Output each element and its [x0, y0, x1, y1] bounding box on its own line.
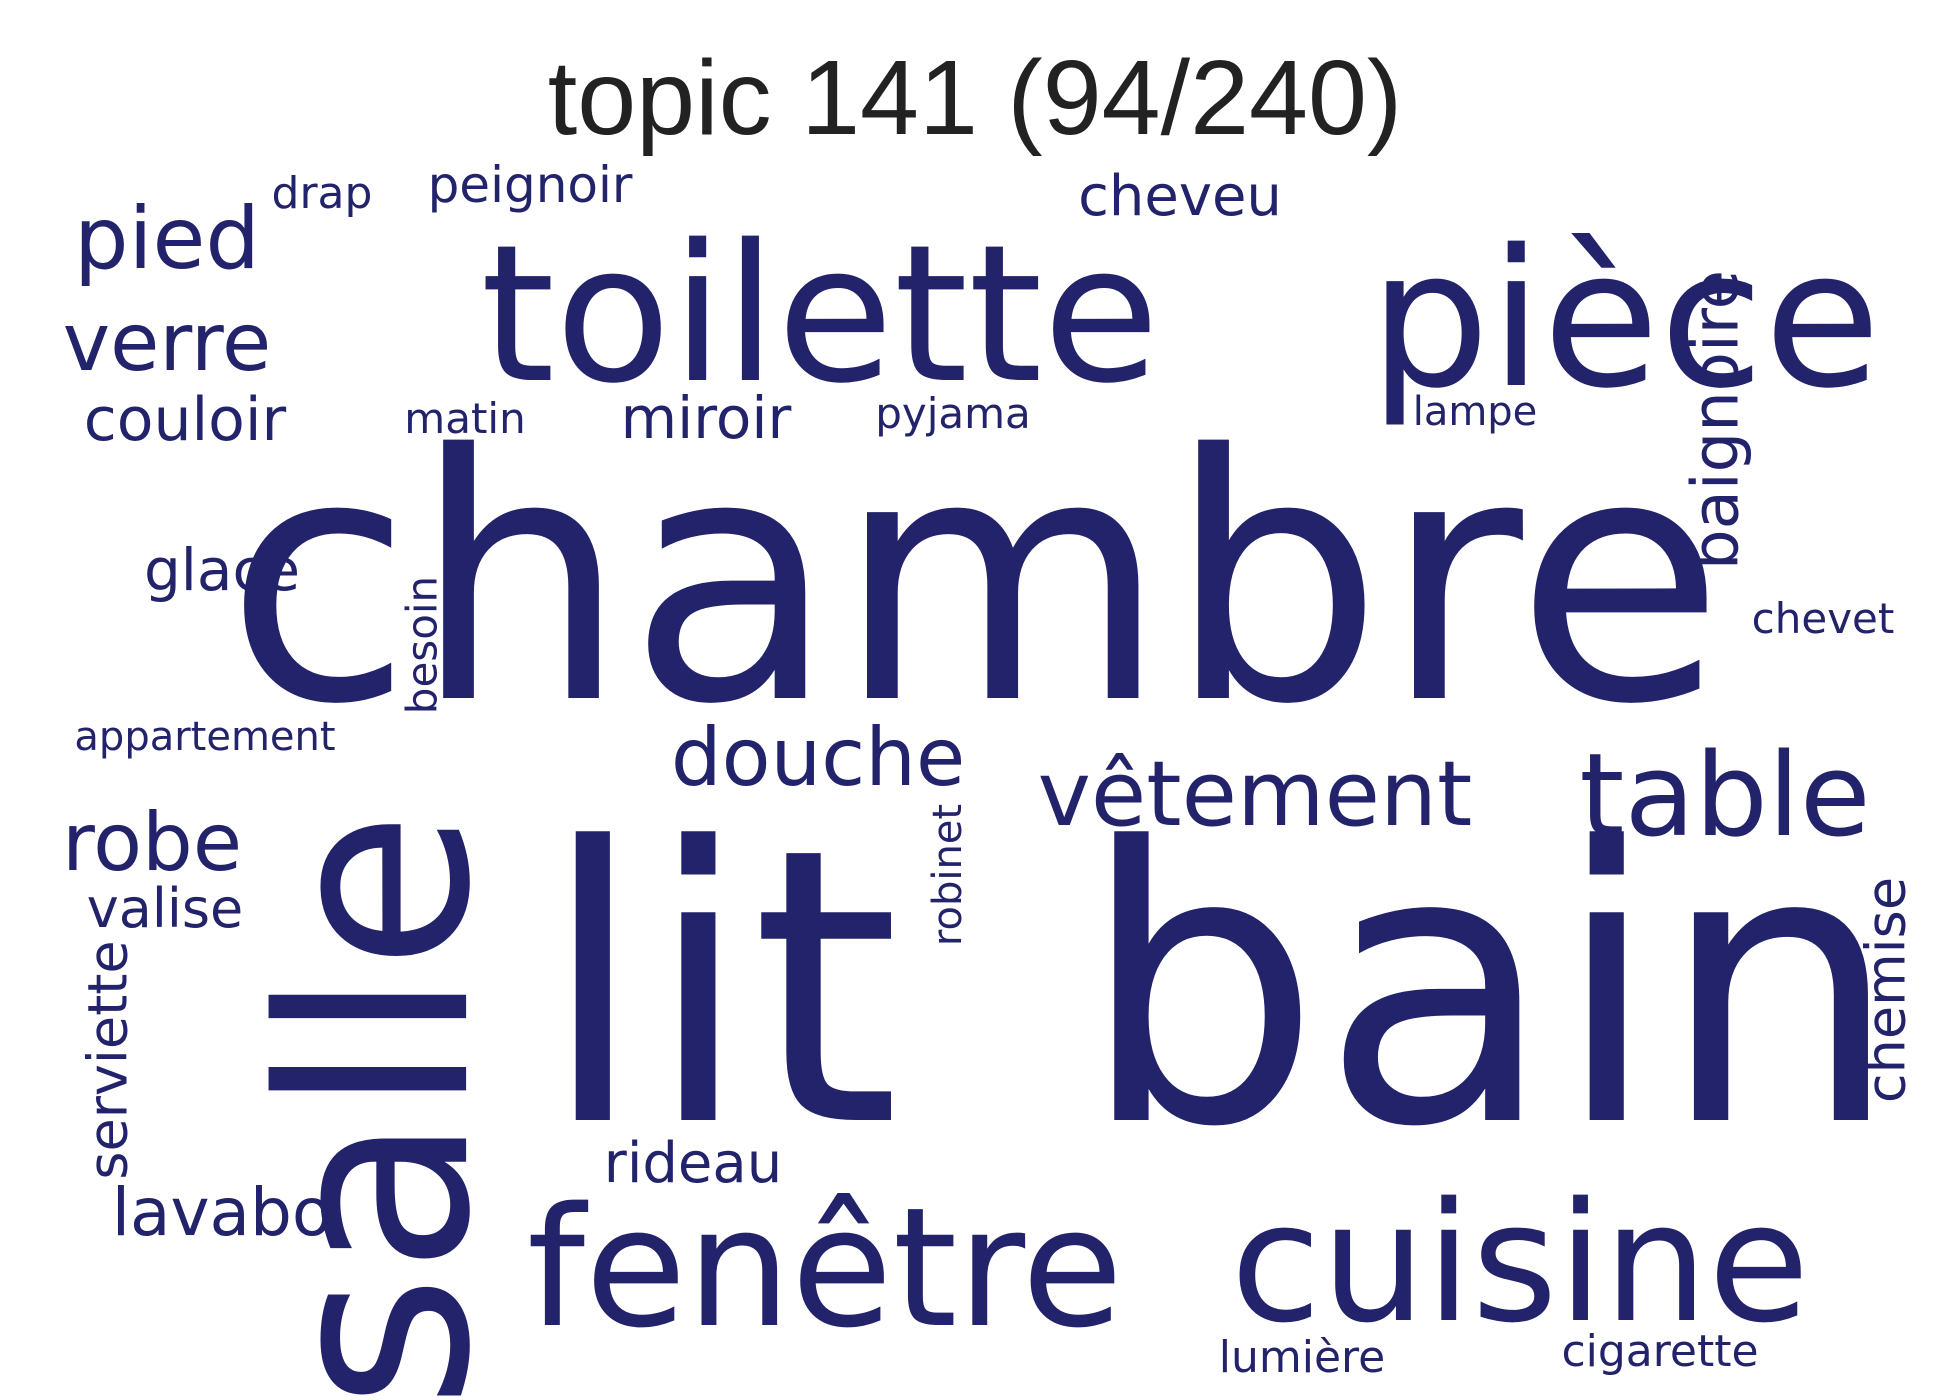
word-33: robinet: [925, 804, 971, 946]
word-10: douche: [671, 711, 965, 804]
word-18: cheveu: [1078, 164, 1282, 229]
cloud-title: topic 141 (94/240): [548, 39, 1402, 157]
word-9: vêtement: [1038, 742, 1473, 847]
word-5: pièce: [1369, 209, 1881, 430]
word-11: pied: [74, 189, 260, 289]
word-24: peignoir: [428, 156, 633, 214]
word-29: pyjama: [875, 389, 1031, 438]
word-8: table: [1579, 729, 1870, 863]
word-28: matin: [404, 394, 525, 443]
word-23: chemise: [1855, 877, 1918, 1103]
word-1: lit: [540, 767, 900, 1210]
word-7: cuisine: [1230, 1167, 1809, 1359]
word-6: fenêtre: [527, 1172, 1123, 1364]
word-19: glace: [144, 536, 300, 604]
word-13: robe: [62, 796, 242, 889]
word-20: valise: [87, 877, 243, 940]
word-22: serviette: [77, 940, 140, 1179]
word-15: lavabo: [112, 1174, 333, 1251]
word-27: drap: [272, 168, 373, 219]
word-0: chambre: [225, 383, 1724, 779]
word-32: besoin: [398, 576, 447, 714]
word-3: salle: [226, 810, 528, 1400]
word-30: lampe: [1413, 389, 1538, 435]
word-26: cigarette: [1561, 1326, 1758, 1377]
word-14: baignoire: [1680, 270, 1754, 570]
word-4: toilette: [480, 204, 1159, 425]
word-16: couloir: [84, 385, 287, 455]
word-17: miroir: [621, 384, 792, 452]
word-34: appartement: [74, 714, 335, 760]
word-25: lumière: [1219, 1332, 1385, 1383]
word-12: verre: [63, 296, 271, 389]
word-31: chevet: [1752, 594, 1895, 643]
word-2: bain: [1080, 767, 1901, 1210]
word-21: rideau: [604, 1131, 782, 1196]
